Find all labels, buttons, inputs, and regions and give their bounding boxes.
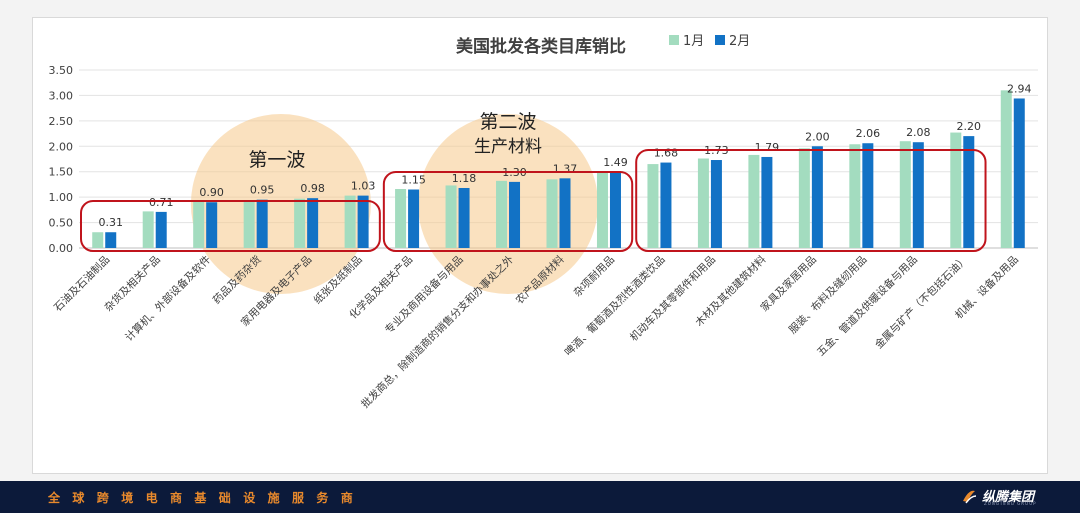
data-label: 0.31: [98, 216, 123, 229]
legend-label: 2月: [729, 34, 750, 49]
bar-feb: [307, 198, 319, 248]
y-tick-label: 1.50: [49, 166, 74, 179]
x-tick-label: 金属与矿产（不包括石油）: [872, 253, 970, 351]
bar-feb: [256, 199, 268, 248]
bar-jan: [697, 158, 709, 248]
data-label: 1.68: [654, 147, 679, 160]
data-label: 2.08: [906, 126, 931, 139]
bar-feb: [1013, 98, 1025, 248]
data-label: 0.98: [300, 182, 325, 195]
bar-feb: [155, 211, 167, 248]
wave1-label: 第一波: [248, 149, 305, 171]
footer-bar: 全球跨境电商基础设施服务商: [0, 481, 1080, 513]
y-tick-label: 0.50: [49, 217, 74, 230]
x-tick-label: 五金、管道及供暖设备与用品: [814, 253, 920, 359]
bar-jan: [243, 200, 255, 248]
bar-jan: [193, 201, 205, 248]
bar-feb: [206, 202, 218, 248]
bar-feb: [559, 178, 571, 248]
bar-feb: [862, 143, 874, 248]
highlight-circle: [190, 114, 371, 294]
highlight-box: [382, 171, 634, 252]
highlight-box: [80, 200, 381, 252]
bar-jan: [344, 195, 356, 248]
y-tick-label: 0.00: [49, 242, 74, 255]
bar-jan: [546, 179, 558, 248]
legend-label: 1月: [683, 34, 704, 49]
bar-feb: [660, 162, 672, 248]
bar-feb: [963, 136, 975, 248]
bar-jan: [142, 211, 154, 248]
bar-feb: [458, 187, 470, 248]
legend-swatch: [715, 35, 725, 45]
bar-jan: [748, 154, 760, 248]
highlight-circle: [418, 114, 599, 294]
bar-feb: [105, 232, 117, 248]
chart-card: 0.00 0.50 1.00 1.50 2.00 2.50 3.00 3.50 0.31 0.71…: [32, 17, 1048, 474]
data-label: 0.95: [250, 184, 275, 197]
y-tick-label: 3.50: [49, 64, 74, 77]
bar-feb: [408, 189, 420, 248]
bar-feb: [811, 146, 823, 248]
data-label: 1.18: [452, 172, 477, 185]
x-tick-label: 机动车及其零部件和用品: [627, 253, 718, 344]
bar-feb: [761, 156, 773, 248]
data-label: 0.71: [149, 196, 174, 209]
bar-feb: [609, 172, 621, 248]
x-tick-label: 计算机、外部设备及软件: [122, 253, 213, 344]
wave2-label-line1: 第二波: [480, 111, 537, 133]
legend-swatch: [669, 35, 679, 45]
bar-jan: [1000, 90, 1012, 248]
data-label: 1.79: [755, 141, 780, 154]
bar-jan: [849, 144, 861, 248]
bar-jan: [294, 198, 306, 248]
bar-feb: [357, 195, 369, 248]
company-logo[interactable]: 纵腾集团 ZONGTENG GROUP: [960, 486, 1070, 508]
logo-name: 纵腾集团: [982, 490, 1035, 505]
wave2-label-line2: 生产材料: [474, 137, 542, 157]
data-label: 0.90: [199, 186, 224, 199]
data-label: 1.49: [603, 156, 628, 169]
data-label: 2.00: [805, 130, 830, 143]
bar-jan: [395, 189, 407, 248]
bar-jan: [445, 185, 457, 248]
data-label: 1.37: [553, 162, 578, 175]
bar-feb: [509, 181, 521, 248]
chart-title: 美国批发各类目库销比: [456, 36, 626, 57]
data-label: 2.06: [856, 127, 881, 140]
data-label: 1.15: [401, 174, 426, 187]
bar-jan: [950, 132, 962, 248]
bar-feb: [912, 142, 924, 248]
bar-jan: [647, 164, 659, 248]
highlight-box: [635, 149, 987, 252]
x-tick-label: 啤酒、葡萄酒及烈性酒类饮品: [562, 253, 668, 359]
bar-jan: [496, 180, 508, 248]
bar-jan: [92, 232, 104, 248]
bar-jan: [798, 148, 810, 248]
footer-slogan: 全球跨境电商基础设施服务商: [48, 491, 366, 505]
y-tick-label: 1.00: [49, 191, 74, 204]
y-tick-label: 2.50: [49, 115, 74, 128]
bar-jan: [899, 141, 911, 248]
data-label: 2.94: [1007, 82, 1032, 95]
data-label: 1.03: [351, 180, 376, 193]
bar-jan: [596, 171, 608, 248]
data-label: 2.20: [957, 120, 982, 133]
logo-mark-icon: [963, 490, 977, 504]
bar-feb: [710, 160, 722, 248]
y-tick-label: 2.00: [49, 140, 74, 153]
y-tick-label: 3.00: [49, 89, 74, 102]
bar-chart: 0.00 0.50 1.00 1.50 2.00 2.50 3.00 3.50 0.31 0.71…: [49, 34, 1038, 411]
logo-subtitle: ZONGTENG GROUP: [984, 501, 1037, 506]
